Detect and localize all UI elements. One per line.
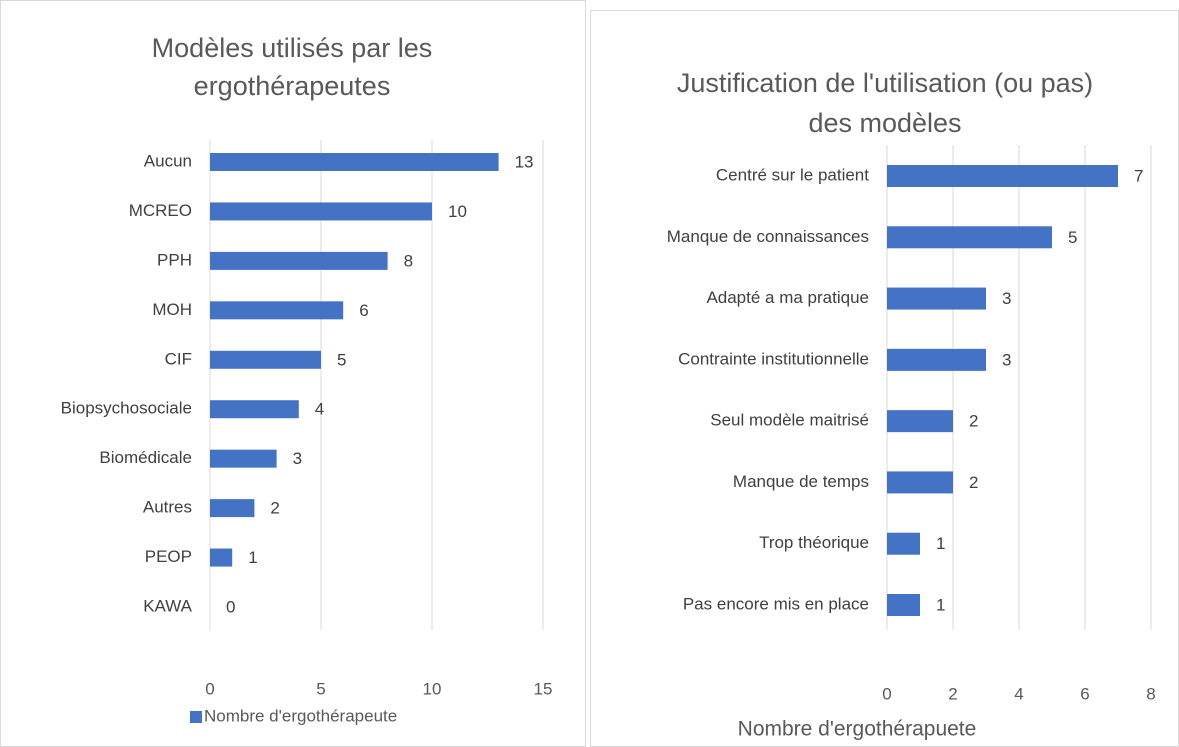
y-tick-label: Contrainte institutionnelle (678, 349, 869, 368)
bar (210, 202, 432, 221)
y-tick-label: MOH (152, 300, 192, 319)
chart-title: des modèles (808, 108, 961, 138)
bar (887, 532, 920, 555)
bar (887, 410, 953, 433)
y-tick-label: Aucun (144, 151, 192, 170)
y-tick-label: PPH (157, 250, 192, 269)
x-tick-label: 0 (882, 684, 891, 703)
y-tick-label: Adapté a ma pratique (706, 288, 869, 307)
data-label: 5 (337, 350, 346, 369)
data-label: 1 (248, 548, 257, 567)
data-label: 2 (969, 412, 978, 431)
bar (887, 287, 986, 310)
data-label: 0 (226, 597, 235, 616)
bar (887, 165, 1118, 187)
x-tick-label: 15 (534, 679, 553, 698)
data-label: 1 (936, 534, 945, 553)
data-label: 10 (448, 202, 467, 221)
data-label: 2 (270, 499, 279, 518)
y-tick-label: KAWA (143, 596, 192, 615)
x-tick-label: 10 (423, 679, 442, 698)
x-tick-label: 8 (1146, 684, 1155, 703)
x-tick-label: 6 (1080, 684, 1089, 703)
data-label: 13 (515, 152, 534, 171)
legend-label: Nombre d'ergothérapeute (204, 706, 397, 725)
x-tick-label: 4 (1014, 684, 1023, 703)
x-axis-label: Nombre d'ergothérapuete (738, 718, 977, 741)
data-label: 6 (359, 301, 368, 320)
bar (210, 548, 233, 567)
y-tick-label: Biomédicale (99, 448, 192, 467)
y-tick-label: PEOP (145, 547, 192, 566)
chart-title: Modèles utilisés par les (152, 33, 433, 63)
bar (210, 350, 321, 369)
y-tick-label: Centré sur le patient (716, 165, 869, 184)
data-label: 4 (315, 400, 324, 419)
x-tick-label: 5 (316, 679, 325, 698)
chart-title: Justification de l'utilisation (ou pas) (677, 68, 1093, 98)
y-tick-label: Manque de connaissances (667, 227, 869, 246)
chart-title: ergothérapeutes (194, 71, 391, 101)
y-tick-label: Manque de temps (733, 472, 869, 491)
y-tick-label: Autres (143, 498, 192, 517)
panel-border (0, 0, 586, 747)
bar (210, 251, 388, 270)
bar (210, 400, 299, 419)
y-tick-label: MCREO (129, 201, 192, 220)
bar (210, 499, 255, 518)
bar (887, 226, 1052, 249)
data-label: 1 (936, 595, 945, 614)
data-label: 3 (293, 449, 302, 468)
data-label: 2 (969, 473, 978, 492)
y-tick-label: Biopsychosociale (61, 399, 192, 418)
y-tick-label: Seul modèle maitrisé (710, 411, 869, 430)
data-label: 5 (1068, 228, 1077, 247)
y-tick-label: Pas encore mis en place (683, 594, 869, 613)
data-label: 3 (1002, 350, 1011, 369)
x-tick-label: 2 (948, 684, 957, 703)
legend-swatch (190, 711, 202, 723)
data-label: 3 (1002, 289, 1011, 308)
data-label: 7 (1134, 166, 1143, 185)
data-label: 8 (404, 251, 413, 270)
x-tick-label: 0 (205, 679, 214, 698)
bar (887, 348, 986, 371)
bar (210, 153, 499, 171)
bar (210, 449, 277, 468)
bar (210, 301, 344, 320)
y-tick-label: Trop théorique (759, 533, 869, 552)
bar (887, 471, 953, 494)
bar (887, 594, 920, 616)
y-tick-label: CIF (165, 349, 192, 368)
